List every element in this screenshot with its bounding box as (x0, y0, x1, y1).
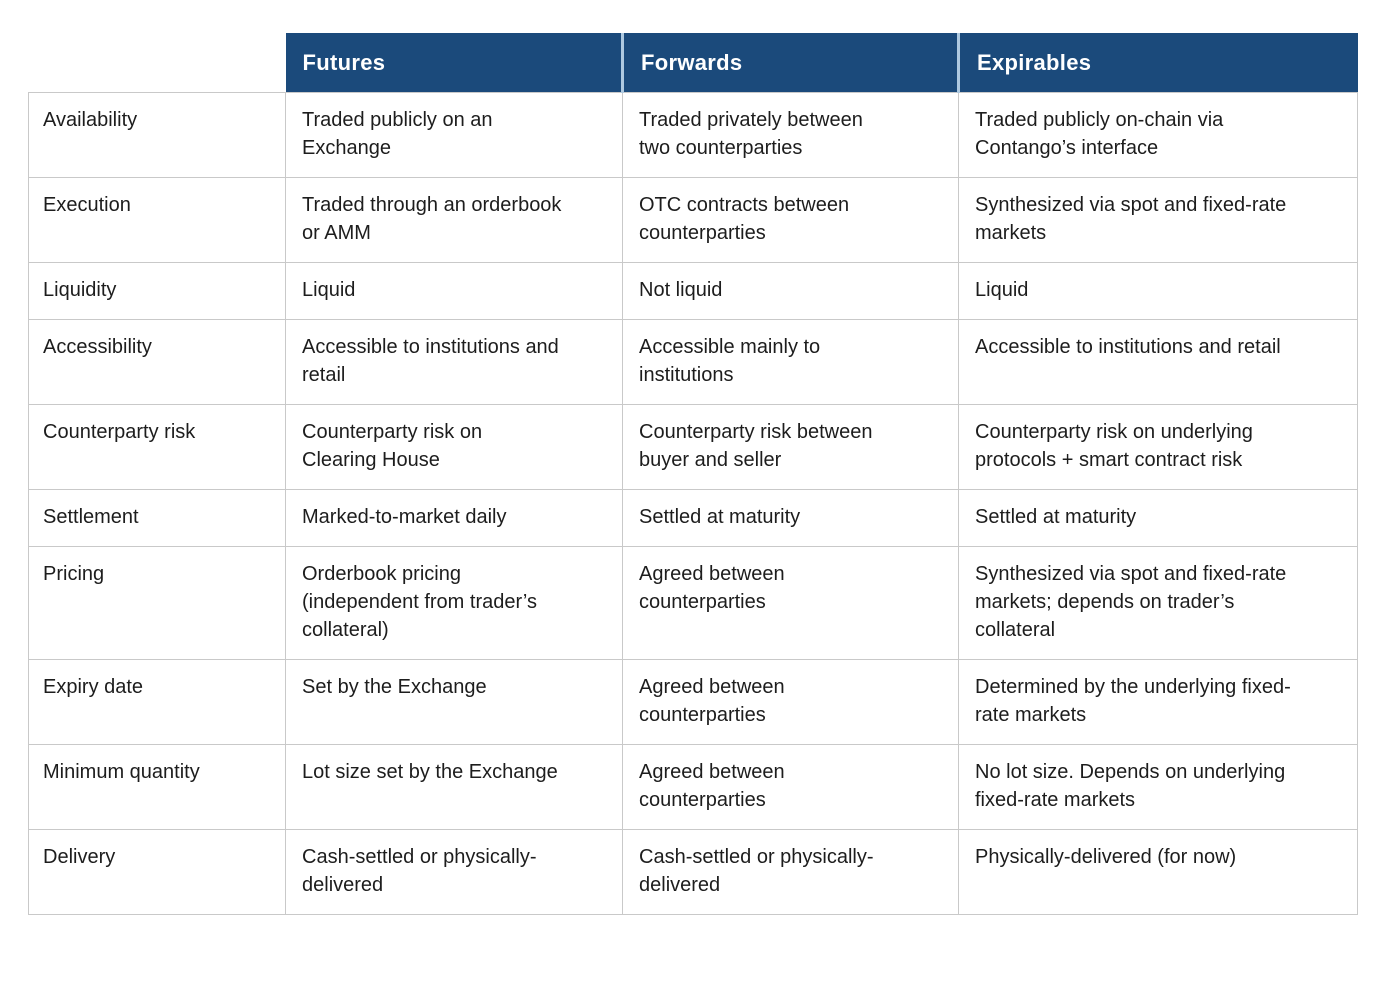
cell-expirables: Traded publicly on-chain via Contango’s … (958, 92, 1358, 178)
column-header-forwards: Forwards (621, 33, 959, 93)
cell-futures: Traded publicly on an Exchange (285, 92, 623, 178)
row-label: Expiry date (28, 659, 286, 745)
cell-expirables: No lot size. Depends on underlying fixed… (958, 744, 1358, 830)
cell-futures: Cash-settled or physically-delivered (285, 829, 623, 915)
table-row-delivery: Delivery Cash-settled or physically-deli… (28, 829, 1358, 915)
row-label: Accessibility (28, 319, 286, 405)
row-label: Execution (28, 177, 286, 263)
cell-expirables: Physically-delivered (for now) (958, 829, 1358, 915)
cell-futures: Counterparty risk on Clearing House (285, 404, 623, 490)
cell-forwards: Agreed between counterparties (622, 744, 959, 830)
cell-futures: Marked-to-market daily (285, 489, 623, 547)
cell-expirables: Determined by the underlying fixed-rate … (958, 659, 1358, 745)
table-row-accessibility: Accessibility Accessible to institutions… (28, 319, 1358, 405)
comparison-table-figure: Futures Forwards Expirables Availability… (28, 33, 1358, 915)
comparison-table: Futures Forwards Expirables Availability… (28, 33, 1358, 915)
cell-expirables: Synthesized via spot and fixed-rate mark… (958, 546, 1358, 660)
table-row-counterparty-risk: Counterparty risk Counterparty risk on C… (28, 404, 1358, 490)
table-row-availability: Availability Traded publicly on an Excha… (28, 92, 1358, 178)
cell-forwards: Accessible mainly to institutions (622, 319, 959, 405)
row-label: Counterparty risk (28, 404, 286, 490)
cell-expirables: Accessible to institutions and retail (958, 319, 1358, 405)
row-label: Minimum quantity (28, 744, 286, 830)
table-row-execution: Execution Traded through an orderbook or… (28, 177, 1358, 263)
row-label: Settlement (28, 489, 286, 547)
cell-futures: Accessible to institutions and retail (285, 319, 623, 405)
cell-forwards: Traded privately between two counterpart… (622, 92, 959, 178)
table-row-settlement: Settlement Marked-to-market daily Settle… (28, 489, 1358, 547)
table-row-expiry-date: Expiry date Set by the Exchange Agreed b… (28, 659, 1358, 745)
table-row-liquidity: Liquidity Liquid Not liquid Liquid (28, 262, 1358, 320)
cell-forwards: Agreed between counterparties (622, 659, 959, 745)
cell-expirables: Synthesized via spot and fixed-rate mark… (958, 177, 1358, 263)
row-label: Delivery (28, 829, 286, 915)
column-header-futures: Futures (285, 33, 623, 93)
column-header-expirables: Expirables (957, 33, 1358, 93)
cell-futures: Liquid (285, 262, 623, 320)
cell-forwards: Settled at maturity (622, 489, 959, 547)
table-row-pricing: Pricing Orderbook pricing (independent f… (28, 546, 1358, 660)
row-label: Availability (28, 92, 286, 178)
header-row: Futures Forwards Expirables (29, 33, 1358, 93)
cell-forwards: Agreed between counterparties (622, 546, 959, 660)
cell-forwards: Cash-settled or physically-delivered (622, 829, 959, 915)
cell-expirables: Settled at maturity (958, 489, 1358, 547)
cell-expirables: Counterparty risk on underlying protocol… (958, 404, 1358, 490)
corner-empty-cell (29, 33, 286, 93)
table-row-minimum-quantity: Minimum quantity Lot size set by the Exc… (28, 744, 1358, 830)
cell-futures: Set by the Exchange (285, 659, 623, 745)
cell-forwards: Not liquid (622, 262, 959, 320)
row-label: Pricing (28, 546, 286, 660)
cell-futures: Lot size set by the Exchange (285, 744, 623, 830)
cell-futures: Orderbook pricing (independent from trad… (285, 546, 623, 660)
cell-expirables: Liquid (958, 262, 1358, 320)
row-label: Liquidity (28, 262, 286, 320)
cell-forwards: OTC contracts between counterparties (622, 177, 959, 263)
cell-futures: Traded through an orderbook or AMM (285, 177, 623, 263)
cell-forwards: Counterparty risk between buyer and sell… (622, 404, 959, 490)
